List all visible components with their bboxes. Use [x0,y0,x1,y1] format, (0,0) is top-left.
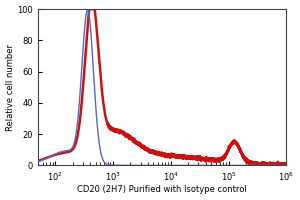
X-axis label: CD20 (2H7) Purified with Isotype control: CD20 (2H7) Purified with Isotype control [77,185,247,194]
Y-axis label: Relative cell number: Relative cell number [6,44,15,131]
